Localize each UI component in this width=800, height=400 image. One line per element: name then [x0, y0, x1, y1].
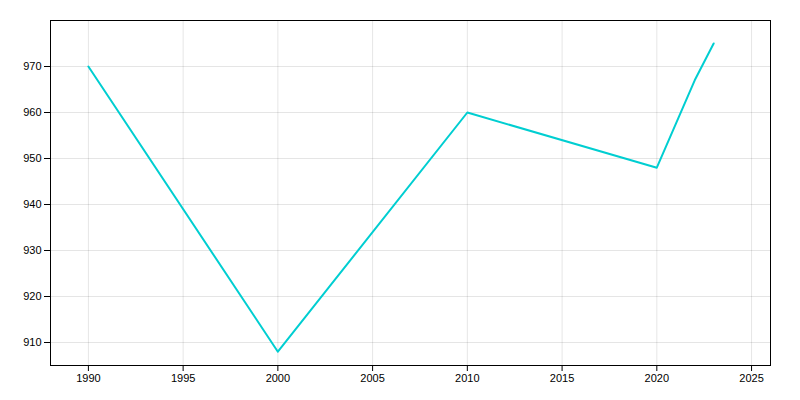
svg-text:2010: 2010 — [455, 372, 479, 384]
svg-text:2025: 2025 — [739, 372, 763, 384]
svg-text:2015: 2015 — [550, 372, 574, 384]
svg-text:1990: 1990 — [76, 372, 100, 384]
svg-text:2005: 2005 — [360, 372, 384, 384]
svg-text:950: 950 — [23, 152, 41, 164]
svg-text:2000: 2000 — [266, 372, 290, 384]
svg-text:960: 960 — [23, 106, 41, 118]
svg-text:940: 940 — [23, 198, 41, 210]
svg-text:1995: 1995 — [171, 372, 195, 384]
svg-text:2020: 2020 — [645, 372, 669, 384]
svg-text:920: 920 — [23, 290, 41, 302]
svg-text:970: 970 — [23, 60, 41, 72]
svg-text:910: 910 — [23, 336, 41, 348]
svg-text:930: 930 — [23, 244, 41, 256]
